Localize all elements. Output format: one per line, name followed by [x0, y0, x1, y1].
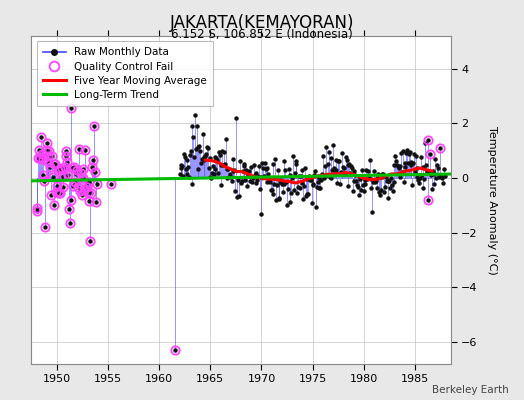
Text: Berkeley Earth: Berkeley Earth — [432, 385, 508, 395]
Text: 6.152 S, 106.852 E (Indonesia): 6.152 S, 106.852 E (Indonesia) — [171, 28, 353, 41]
Legend: Raw Monthly Data, Quality Control Fail, Five Year Moving Average, Long-Term Tren: Raw Monthly Data, Quality Control Fail, … — [37, 41, 213, 106]
Y-axis label: Temperature Anomaly (°C): Temperature Anomaly (°C) — [487, 126, 497, 274]
Text: JAKARTA(KEMAYORAN): JAKARTA(KEMAYORAN) — [170, 14, 354, 32]
